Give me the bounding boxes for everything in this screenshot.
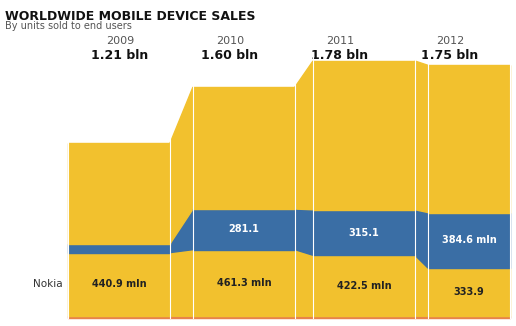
Polygon shape xyxy=(415,316,428,318)
Polygon shape xyxy=(295,316,313,318)
Text: 333.9: 333.9 xyxy=(454,287,485,297)
Text: 440.9 mln: 440.9 mln xyxy=(92,279,147,289)
Text: 384.6 mln: 384.6 mln xyxy=(442,235,496,245)
Polygon shape xyxy=(170,250,193,316)
Text: 2012: 2012 xyxy=(436,36,464,46)
Polygon shape xyxy=(68,253,170,316)
Polygon shape xyxy=(193,87,295,209)
Polygon shape xyxy=(415,210,428,268)
Text: 461.3 mln: 461.3 mln xyxy=(217,278,271,288)
Polygon shape xyxy=(295,209,313,255)
Text: 1.60 bln: 1.60 bln xyxy=(201,49,259,62)
Text: 422.5 mln: 422.5 mln xyxy=(336,281,391,291)
Polygon shape xyxy=(428,65,510,213)
Polygon shape xyxy=(415,255,428,316)
Text: 281.1: 281.1 xyxy=(229,224,260,234)
Polygon shape xyxy=(313,316,415,318)
Text: 315.1: 315.1 xyxy=(349,228,379,238)
Text: 1.75 bln: 1.75 bln xyxy=(422,49,479,62)
Text: Nokia: Nokia xyxy=(34,279,63,289)
Polygon shape xyxy=(415,61,428,213)
Polygon shape xyxy=(68,244,170,253)
Polygon shape xyxy=(170,209,193,253)
Polygon shape xyxy=(193,250,295,316)
Polygon shape xyxy=(193,209,295,250)
Text: 2009: 2009 xyxy=(106,36,134,46)
Polygon shape xyxy=(313,255,415,316)
Polygon shape xyxy=(193,316,295,318)
Text: 1.78 bln: 1.78 bln xyxy=(312,49,368,62)
Polygon shape xyxy=(170,87,193,244)
Text: 2010: 2010 xyxy=(216,36,244,46)
Polygon shape xyxy=(295,61,313,210)
Polygon shape xyxy=(313,61,415,210)
Text: 1.21 bln: 1.21 bln xyxy=(91,49,149,62)
Polygon shape xyxy=(428,213,510,268)
Polygon shape xyxy=(68,143,170,244)
Text: By units sold to end users: By units sold to end users xyxy=(5,21,132,31)
Polygon shape xyxy=(313,210,415,255)
Text: WORLDWIDE MOBILE DEVICE SALES: WORLDWIDE MOBILE DEVICE SALES xyxy=(5,10,255,23)
Polygon shape xyxy=(428,268,510,316)
Polygon shape xyxy=(295,250,313,316)
Polygon shape xyxy=(428,316,510,318)
Text: 2011: 2011 xyxy=(326,36,354,46)
Polygon shape xyxy=(170,316,193,318)
Polygon shape xyxy=(68,316,170,318)
